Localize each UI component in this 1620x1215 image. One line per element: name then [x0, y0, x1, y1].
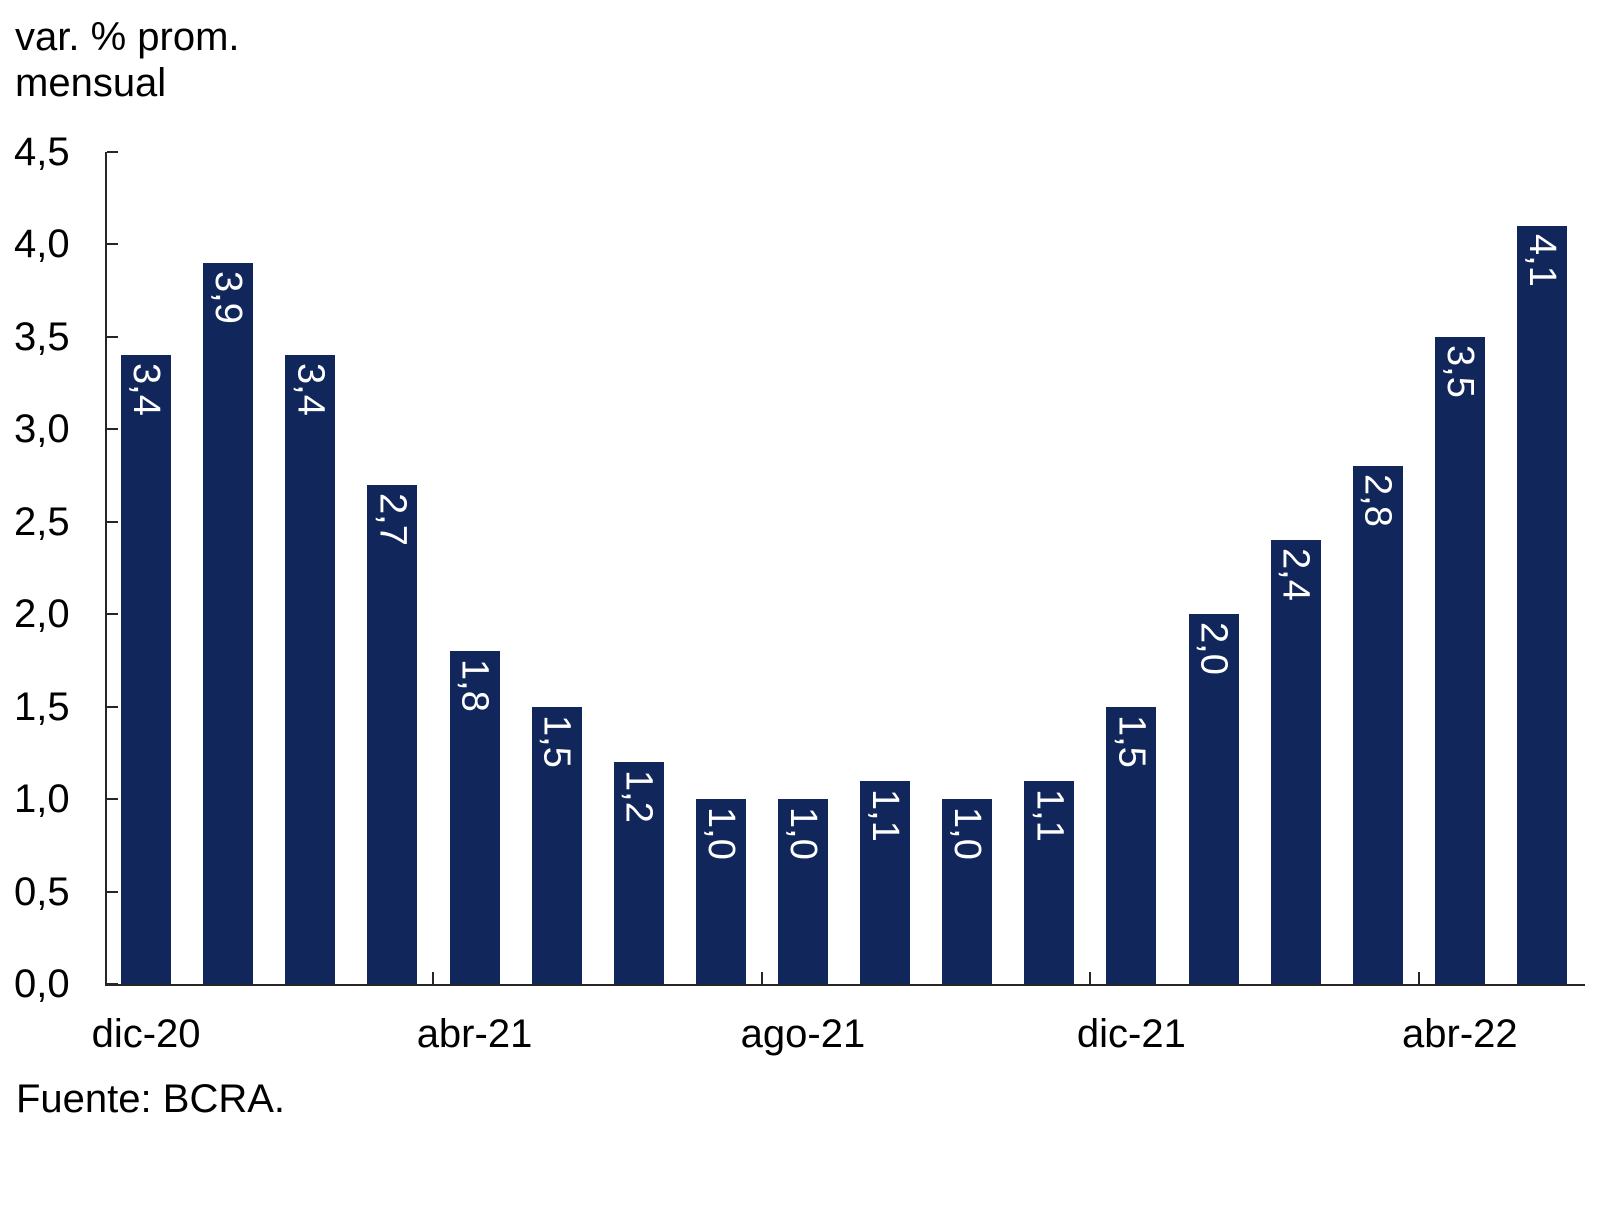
- x-axis-tick: [432, 972, 435, 984]
- bar: 1,0: [777, 799, 828, 984]
- x-axis-tick-label: abr-21: [416, 1012, 533, 1056]
- y-axis-tick: [107, 428, 118, 431]
- y-axis-tick: [107, 335, 118, 338]
- y-axis-title-line2: mensual: [15, 61, 167, 105]
- bar-value-label: 1,0: [699, 807, 742, 860]
- bar-value-label: 1,5: [535, 714, 578, 768]
- y-axis-tick: [107, 798, 118, 801]
- bar: 1,0: [695, 799, 746, 984]
- y-axis-tick-label: 4,5: [14, 130, 70, 174]
- bar: 2,7: [367, 484, 418, 984]
- bar: 1,8: [449, 651, 500, 984]
- y-axis-tick-label: 4,0: [14, 222, 70, 267]
- bar-value-label: 1,1: [1028, 788, 1071, 842]
- bar-value-label: 3,9: [207, 270, 250, 324]
- bar-value-label: 1,8: [453, 659, 496, 713]
- x-axis-tick: [1417, 972, 1420, 984]
- x-axis-tick: [1089, 972, 1092, 984]
- x-axis-tick-label: dic-20: [91, 1012, 201, 1056]
- bar-value-label: 3,5: [1438, 344, 1481, 398]
- bar: 1,5: [531, 706, 582, 984]
- y-axis-tick: [107, 890, 118, 893]
- bar-value-label: 4,1: [1520, 233, 1563, 287]
- bar: 1,1: [1024, 780, 1075, 984]
- y-axis-tick-label: 0,5: [14, 869, 70, 914]
- y-axis-tick-label: 1,5: [14, 684, 70, 729]
- bar: 3,4: [121, 355, 172, 984]
- bar: 2,4: [1270, 540, 1321, 984]
- source-note: Fuente: BCRA.: [16, 1077, 286, 1121]
- bar: 1,0: [942, 799, 993, 984]
- x-axis-tick: [760, 972, 763, 984]
- y-axis-tick: [107, 243, 118, 246]
- y-axis-title-line1: var. % prom.: [15, 15, 240, 59]
- x-axis-tick-label: ago-21: [740, 1012, 866, 1056]
- y-axis-tick-label: 1,0: [14, 777, 70, 822]
- bar-value-label: 1,5: [1110, 714, 1153, 768]
- y-axis-tick-label: 2,0: [14, 592, 70, 637]
- y-axis-title: var. % prom. mensual: [15, 14, 240, 106]
- y-axis-tick: [107, 520, 118, 523]
- y-axis-tick: [107, 983, 118, 985]
- y-axis-tick: [107, 705, 118, 708]
- plot-area: 3,4 3,9 3,4 2,7 1,8 1,5 1,2 1,0 1,0 1,1 1,0 1,1 1,5 2…: [105, 152, 1583, 984]
- x-axis-tick-label: dic-21: [1076, 1012, 1186, 1056]
- y-axis-tick-label: 3,5: [14, 314, 70, 359]
- y-axis-tick-label: 0,0: [14, 962, 70, 1006]
- y-axis-line: [105, 152, 107, 986]
- bar-value-label: 3,4: [289, 363, 332, 417]
- bar-value-label: 2,8: [1356, 474, 1399, 528]
- bar: 1,5: [1106, 706, 1157, 984]
- bar: 3,9: [203, 262, 254, 984]
- bar-value-label: 2,4: [1274, 548, 1317, 602]
- bar-value-label: 1,1: [864, 788, 907, 842]
- bar: 4,1: [1516, 225, 1567, 984]
- bar: 3,5: [1434, 336, 1485, 984]
- bar: 2,0: [1188, 614, 1239, 984]
- x-axis-line: [105, 984, 1585, 986]
- bar-value-label: 1,0: [946, 807, 989, 860]
- bar: 3,4: [285, 355, 336, 984]
- bar-value-label: 2,7: [371, 492, 414, 546]
- bar: 1,1: [860, 780, 911, 984]
- bar-value-label: 3,4: [125, 363, 168, 417]
- bar: 1,2: [613, 762, 664, 984]
- y-axis-tick-label: 3,0: [14, 407, 70, 452]
- bar-value-label: 1,2: [617, 770, 660, 823]
- y-axis-tick: [107, 613, 118, 616]
- bar-value-label: 2,0: [1192, 622, 1235, 676]
- x-axis-tick-label: abr-22: [1402, 1012, 1518, 1056]
- bar: 2,8: [1352, 466, 1403, 984]
- y-axis-tick-label: 2,5: [14, 499, 70, 544]
- y-axis-tick: [107, 151, 118, 153]
- bar-value-label: 1,0: [781, 807, 824, 860]
